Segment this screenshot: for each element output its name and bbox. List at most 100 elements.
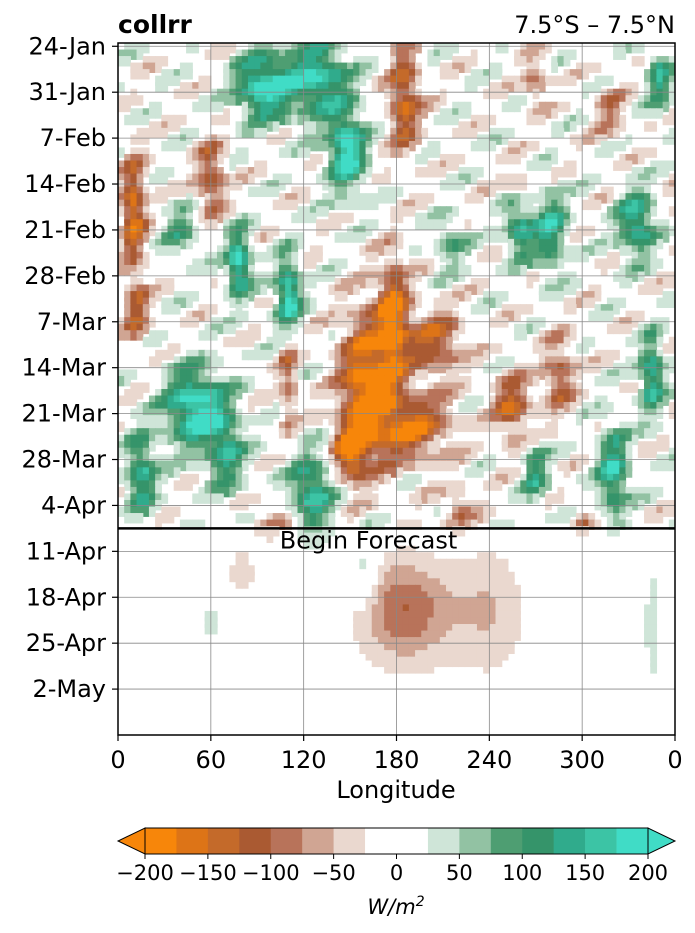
anomaly-cell [241, 278, 249, 289]
anomaly-cell [186, 421, 193, 433]
anomaly-cell [600, 258, 608, 269]
anomaly-cell [316, 43, 323, 54]
anomaly-cell [476, 591, 484, 602]
anomaly-cell [613, 526, 620, 537]
anomaly-cell [235, 219, 243, 230]
anomaly-cell [291, 193, 299, 204]
anomaly-cell [662, 101, 670, 113]
anomaly-cell [247, 565, 255, 576]
anomaly-cell [551, 441, 559, 452]
anomaly-cell [582, 251, 589, 263]
anomaly-cell [173, 206, 181, 217]
anomaly-cell [309, 95, 317, 106]
anomaly-cell [334, 49, 342, 60]
anomaly-cell [458, 513, 466, 524]
anomaly-cell [179, 460, 187, 472]
anomaly-cell [223, 336, 230, 348]
anomaly-cell [285, 297, 292, 309]
anomaly-cell [161, 127, 169, 139]
anomaly-cell [594, 480, 602, 491]
anomaly-cell [179, 441, 187, 452]
anomaly-cell [588, 473, 596, 485]
x-tick-label: 180 [374, 746, 420, 774]
anomaly-cell [377, 271, 385, 282]
anomaly-cell [359, 225, 367, 237]
anomaly-cell [514, 434, 521, 446]
anomaly-cell [285, 56, 292, 67]
anomaly-cell [285, 343, 292, 354]
anomaly-cell [377, 127, 385, 139]
anomaly-cell [266, 251, 274, 263]
anomaly-cell [644, 232, 651, 243]
anomaly-cell [173, 186, 181, 198]
anomaly-cell [130, 43, 138, 54]
anomaly-cell [644, 604, 651, 615]
anomaly-cell [377, 186, 385, 198]
anomaly-cell [334, 441, 342, 452]
anomaly-cell [272, 173, 280, 184]
anomaly-cell [439, 650, 447, 661]
anomaly-cell [476, 304, 484, 315]
anomaly-cell [507, 473, 515, 485]
anomaly-cell [507, 212, 515, 224]
anomaly-cell [192, 519, 200, 530]
anomaly-cell [124, 460, 131, 472]
anomaly-cell [371, 519, 379, 530]
anomaly-cell [501, 441, 509, 452]
anomaly-cell [285, 147, 292, 158]
anomaly-cell [507, 232, 515, 243]
anomaly-cell [322, 219, 330, 230]
anomaly-cell [377, 467, 385, 478]
anomaly-cell [136, 180, 144, 191]
anomaly-cell [272, 519, 280, 530]
anomaly-cell [415, 421, 422, 433]
anomaly-cell [384, 467, 391, 478]
anomaly-cell [644, 212, 651, 224]
anomaly-cell [402, 565, 410, 576]
anomaly-cell [421, 349, 429, 361]
anomaly-cell [285, 460, 292, 472]
anomaly-cell [452, 421, 459, 433]
anomaly-cell [118, 199, 125, 211]
anomaly-cell [155, 56, 162, 67]
anomaly-cell [446, 278, 453, 289]
anomaly-cell [464, 617, 472, 628]
anomaly-cell [186, 369, 193, 380]
anomaly-cell [142, 62, 150, 73]
anomaly-cell [514, 428, 521, 439]
anomaly-cell [346, 153, 354, 165]
y-tick-label: 7-Mar [37, 308, 106, 336]
anomaly-cell [266, 186, 274, 198]
anomaly-cell [173, 232, 181, 243]
anomaly-cell [198, 140, 206, 152]
y-tick-label: 4-Apr [41, 491, 106, 519]
anomaly-cell [439, 336, 447, 348]
anomaly-cell [520, 264, 528, 276]
anomaly-cell [557, 486, 565, 498]
anomaly-cell [346, 441, 354, 452]
anomaly-cell [538, 219, 546, 230]
anomaly-cell [446, 643, 453, 655]
anomaly-cell [551, 375, 559, 387]
anomaly-cell [223, 421, 230, 433]
anomaly-cell [446, 441, 453, 452]
anomaly-cell [452, 101, 459, 113]
anomaly-cell [217, 88, 224, 100]
anomaly-cell [328, 330, 336, 341]
anomaly-cell [408, 441, 416, 452]
anomaly-cell [173, 447, 181, 459]
anomaly-cell [309, 447, 317, 459]
anomaly-cell [179, 199, 187, 211]
anomaly-cell [637, 219, 645, 230]
anomaly-cell [619, 421, 627, 433]
anomaly-cell [532, 206, 540, 217]
anomaly-cell [588, 362, 596, 374]
anomaly-cell [229, 421, 237, 433]
anomaly-cell [489, 584, 497, 596]
anomaly-cell [192, 88, 200, 100]
anomaly-cell [631, 153, 639, 165]
anomaly-cell [538, 49, 546, 60]
anomaly-cell [309, 101, 317, 113]
anomaly-cell [359, 278, 367, 289]
anomaly-cell [600, 460, 608, 472]
